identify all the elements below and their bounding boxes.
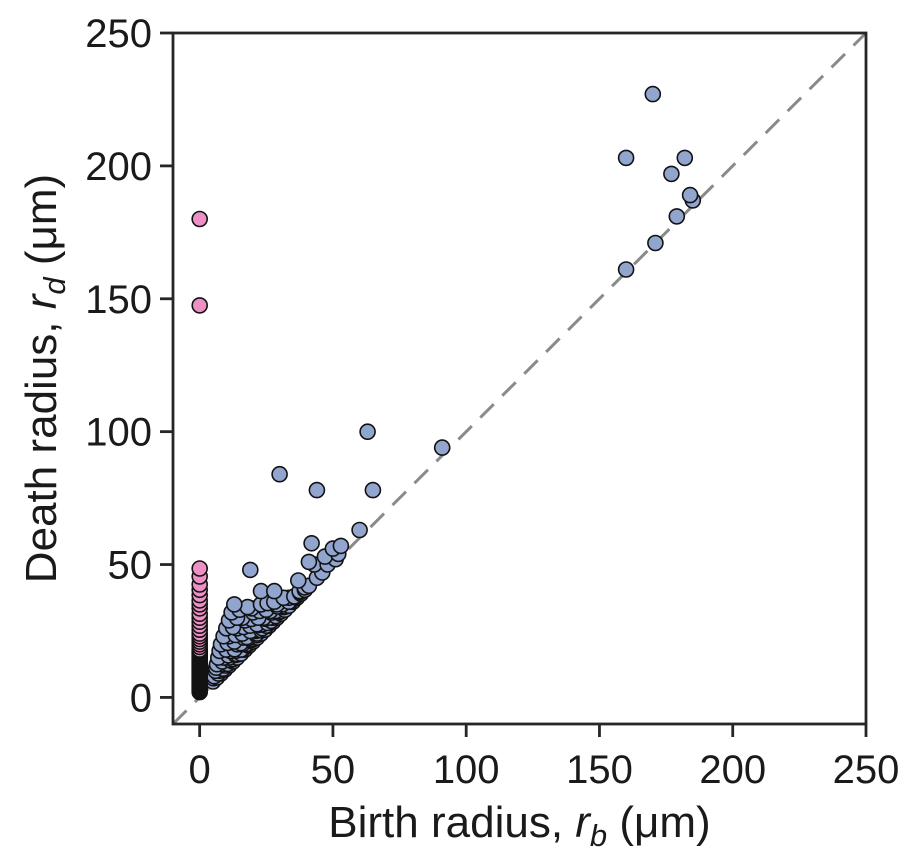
data-point-nonzero-birth-radius-droplets <box>681 186 699 204</box>
data-point-nonzero-birth-radius-droplets <box>332 537 350 555</box>
data-point-nonzero-birth-radius-droplets <box>647 234 664 252</box>
data-point-nonzero-birth-radius-droplets <box>663 165 680 183</box>
x-tick-label: 0 <box>189 748 211 792</box>
x-axis-label: Birth radius, rb (μm) <box>328 798 710 853</box>
x-tick-label: 150 <box>566 748 633 792</box>
y-tick-label: 100 <box>85 411 152 455</box>
y-tick-label: 0 <box>130 676 152 720</box>
data-point-nonzero-birth-radius-droplets <box>303 534 320 552</box>
x-tick-label: 100 <box>433 748 500 792</box>
data-point-nonzero-birth-radius-droplets <box>676 149 694 167</box>
data-point-nonzero-birth-radius-droplets <box>300 553 318 571</box>
data-point-zero-birth-radius-droplets <box>191 560 208 577</box>
data-point-zero-birth-radius-droplets <box>191 210 208 228</box>
data-point-nonzero-birth-radius-droplets <box>617 149 635 167</box>
data-point-nonzero-birth-radius-droplets <box>239 598 256 616</box>
y-tick-label: 200 <box>85 145 152 189</box>
y-axis-ticks: 0 50 100 150 200 250 <box>85 12 173 720</box>
y-axis-label: Death radius, rd (μm) <box>17 174 72 583</box>
data-point-zero-birth-radius-droplets <box>191 297 208 314</box>
data-point-nonzero-birth-radius-droplets <box>668 208 686 225</box>
y-tick-label: 250 <box>85 12 152 56</box>
data-point-nonzero-birth-radius-droplets <box>308 481 326 499</box>
data-point-nonzero-birth-radius-droplets <box>271 465 288 483</box>
data-point-nonzero-birth-radius-droplets <box>359 423 376 441</box>
pink-series-points <box>191 210 208 701</box>
data-point-nonzero-birth-radius-droplets <box>644 85 662 103</box>
data-point-nonzero-birth-radius-droplets <box>265 582 283 600</box>
data-point-nonzero-birth-radius-droplets <box>351 521 368 539</box>
x-axis-ticks: 0 50 100 150 200 250 <box>189 724 900 792</box>
data-point-nonzero-birth-radius-droplets <box>617 261 635 278</box>
plot-border <box>171 31 868 726</box>
data-point-nonzero-birth-radius-droplets <box>226 596 243 613</box>
x-tick-label: 200 <box>699 748 766 792</box>
data-point-nonzero-birth-radius-droplets <box>242 561 259 579</box>
blue-series-points <box>204 85 702 690</box>
data-point-nonzero-birth-radius-droplets <box>289 572 307 589</box>
data-point-nonzero-birth-radius-droplets <box>364 481 382 499</box>
y-tick-label: 150 <box>85 278 152 322</box>
data-point-nonzero-birth-radius-droplets <box>433 439 451 456</box>
x-tick-label: 250 <box>833 748 900 792</box>
x-tick-label: 50 <box>311 748 356 792</box>
y-tick-label: 50 <box>108 544 153 588</box>
